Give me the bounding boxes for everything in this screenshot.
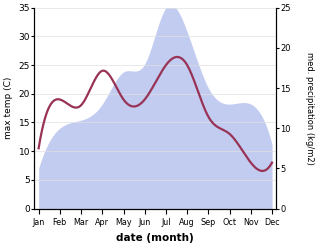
Y-axis label: med. precipitation (kg/m2): med. precipitation (kg/m2) xyxy=(305,52,314,165)
Y-axis label: max temp (C): max temp (C) xyxy=(4,77,13,139)
X-axis label: date (month): date (month) xyxy=(116,233,194,243)
